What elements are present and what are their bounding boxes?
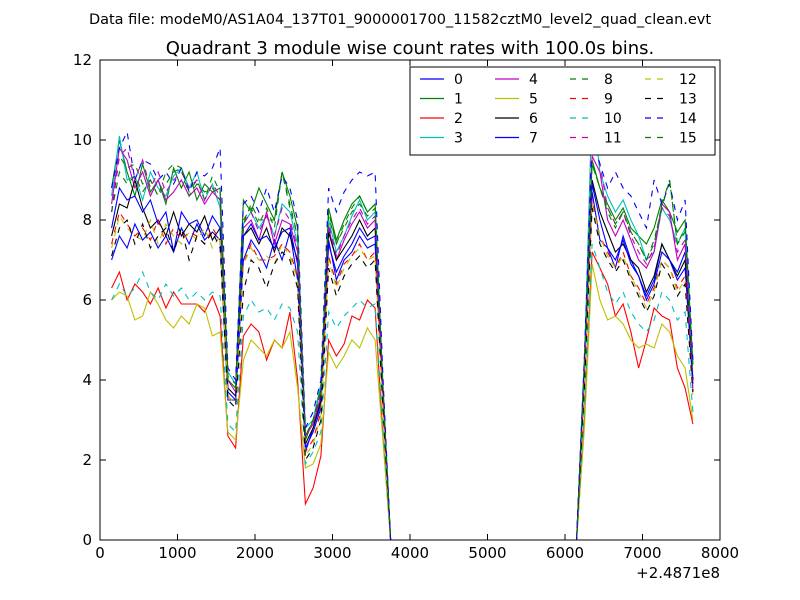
legend-label-1: 1 xyxy=(454,92,463,108)
x-tick-label: 5000 xyxy=(468,544,506,562)
chart-title: Quadrant 3 module wise count rates with … xyxy=(166,38,655,59)
axis-ticks: 0 1000 2000 3000 4000 5000 6000 7000 80000246810… xyxy=(73,51,739,562)
x-tick-label: 3000 xyxy=(313,544,351,562)
legend-box xyxy=(409,66,716,156)
x-tick-label: 7000 xyxy=(623,544,661,562)
legend-label-14: 14 xyxy=(679,111,697,127)
x-tick-label: 8000 xyxy=(701,544,739,562)
chart-suptitle: Data file: modeM0/AS1A04_137T01_90000017… xyxy=(89,12,711,28)
legend-label-9: 9 xyxy=(604,92,613,108)
y-tick-label: 6 xyxy=(82,291,92,309)
y-tick-label: 2 xyxy=(82,451,92,469)
y-tick-label: 10 xyxy=(73,131,92,149)
axes-frame xyxy=(99,59,721,541)
legend-label-2: 2 xyxy=(454,111,463,127)
legend-label-8: 8 xyxy=(604,72,613,88)
legend-label-15: 15 xyxy=(679,131,697,147)
legend-label-12: 12 xyxy=(679,72,697,88)
legend-label-0: 0 xyxy=(454,72,463,88)
legend-label-10: 10 xyxy=(604,111,622,127)
y-tick-label: 8 xyxy=(82,211,92,229)
legend-label-5: 5 xyxy=(529,92,538,108)
y-tick-label: 0 xyxy=(82,531,92,549)
series-line-13 xyxy=(111,207,694,541)
legend-label-6: 6 xyxy=(529,111,538,127)
x-offset-label: +2.4871e8 xyxy=(636,564,720,582)
legend-label-4: 4 xyxy=(529,72,538,88)
x-tick-label: 2000 xyxy=(236,544,274,562)
x-tick-label: 1000 xyxy=(158,544,196,562)
legend-label-11: 11 xyxy=(604,131,622,147)
legend-label-13: 13 xyxy=(679,92,697,108)
y-tick-label: 12 xyxy=(73,51,92,69)
legend-label-3: 3 xyxy=(454,131,463,147)
x-tick-label: 6000 xyxy=(546,544,584,562)
x-tick-label: 4000 xyxy=(391,544,429,562)
x-tick-label: 0 xyxy=(95,544,105,562)
legend-label-7: 7 xyxy=(529,131,538,147)
y-tick-label: 4 xyxy=(82,371,92,389)
